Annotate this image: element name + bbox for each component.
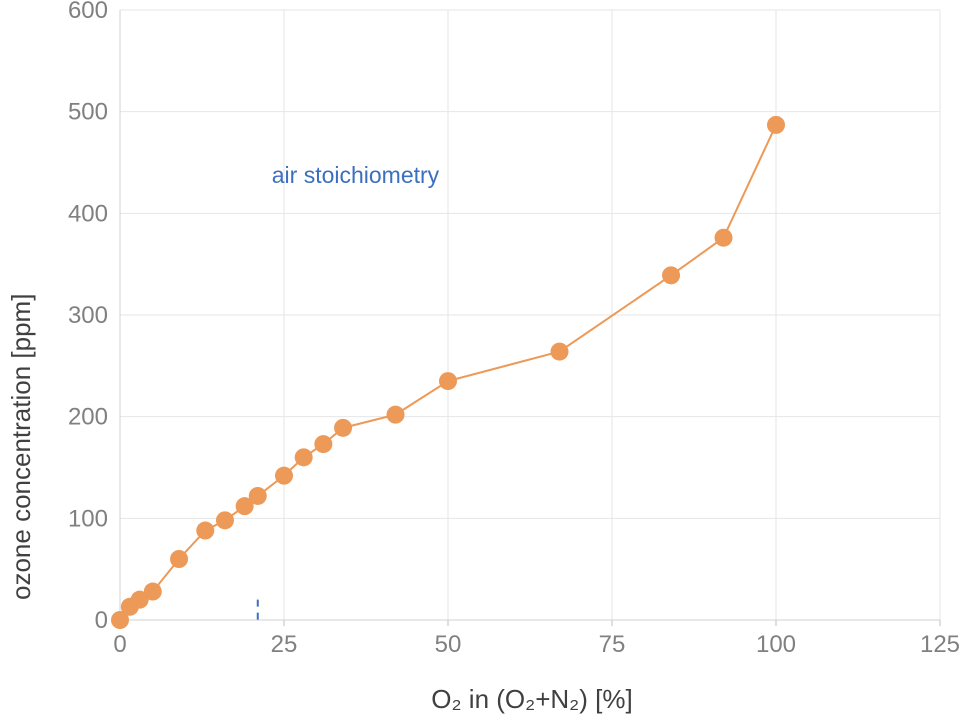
x-tick-label: 75 (599, 631, 626, 658)
annotation-label: air stoichiometry (272, 162, 440, 188)
chart-svg: 0 100 200 300 400 500 600 0 25 50 75 100 125 air stoi… (0, 0, 964, 725)
y-tick-label: 500 (68, 99, 108, 126)
series-marker (249, 487, 267, 505)
x-axis-title: O₂ in (O₂+N₂) [%] (0, 684, 964, 715)
series-marker (334, 419, 352, 437)
x-tick-label: 25 (271, 631, 298, 658)
x-axis-title-text: O₂ in (O₂+N₂) [%] (331, 684, 632, 715)
series-marker (314, 435, 332, 453)
y-tick-label: 100 (68, 505, 108, 532)
series-marker (275, 467, 293, 485)
series-marker (295, 448, 313, 466)
series-marker (170, 550, 188, 568)
y-tick-label: 200 (68, 404, 108, 431)
series-marker (144, 583, 162, 601)
y-tick-label: 400 (68, 200, 108, 227)
chart-container: ozone concentration [ppm] O₂ in (O₂+N₂) … (0, 0, 964, 725)
series-marker (196, 522, 214, 540)
series-marker (216, 511, 234, 529)
x-tick-label: 0 (113, 631, 126, 658)
x-tick-label: 125 (920, 631, 960, 658)
y-tick-label: 300 (68, 302, 108, 329)
y-tick-label: 0 (95, 607, 108, 634)
y-axis-title-text: ozone concentration [ppm] (6, 294, 36, 600)
y-axis-title: ozone concentration [ppm] (6, 294, 37, 600)
series-marker (715, 229, 733, 247)
series-marker (767, 116, 785, 134)
series-marker (551, 343, 569, 361)
series-marker (387, 406, 405, 424)
y-tick-label: 600 (68, 0, 108, 24)
x-tick-label: 100 (756, 631, 796, 658)
series-marker (662, 266, 680, 284)
x-tick-label: 50 (435, 631, 462, 658)
series-marker (439, 372, 457, 390)
